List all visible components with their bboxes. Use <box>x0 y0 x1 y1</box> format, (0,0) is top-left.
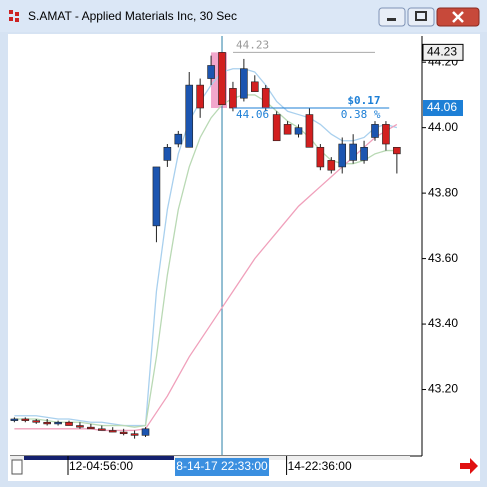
candle-body <box>87 426 95 430</box>
average-line <box>14 123 398 432</box>
candle-body <box>65 421 73 426</box>
candle-body <box>21 418 30 421</box>
scroll-thumb[interactable] <box>24 456 174 460</box>
candle-body <box>338 143 347 168</box>
candle-body <box>130 433 139 436</box>
candle-body <box>316 146 325 168</box>
y-tick-label: 43.80 <box>428 185 458 199</box>
candle-body <box>218 52 226 106</box>
low-tag: 44.06 <box>427 100 457 114</box>
candle-body <box>174 133 183 145</box>
candle-body <box>196 84 204 109</box>
candle-body <box>76 425 84 428</box>
close-button[interactable] <box>436 7 480 27</box>
y-tick-label: 43.40 <box>428 316 458 330</box>
candle-body <box>360 146 368 161</box>
percent-label: 0.38 % <box>341 108 381 121</box>
candle-body <box>229 88 237 109</box>
candle-body <box>382 124 390 145</box>
x-tick-label: 14-22:36:00 <box>288 459 352 473</box>
candle-body <box>43 421 51 425</box>
title-bar <box>0 0 487 32</box>
candle-body <box>97 428 106 431</box>
candle-body <box>207 65 215 79</box>
candle-body <box>250 81 259 92</box>
low-label: 44.06 <box>236 108 269 121</box>
y-tick-label: 43.20 <box>428 382 458 396</box>
candle-body <box>294 127 303 135</box>
app-icon <box>9 10 19 22</box>
candle-body <box>108 430 117 433</box>
min-button[interactable] <box>378 7 406 27</box>
max-button[interactable] <box>407 7 435 27</box>
candle-body <box>152 166 161 227</box>
high-label: 44.23 <box>236 38 269 51</box>
candle-body <box>305 114 314 148</box>
candle-body <box>393 146 401 155</box>
candle-body <box>272 114 281 142</box>
candle-body <box>163 146 172 161</box>
y-tick-label: 44.00 <box>428 120 458 134</box>
candle-body <box>261 88 270 109</box>
change-label: $0.17 <box>347 94 380 107</box>
x-tick-label: 12-04:56:00 <box>69 459 133 473</box>
candle-body <box>283 124 292 135</box>
candle-body <box>54 421 62 425</box>
candle-body <box>141 428 150 436</box>
average-line <box>14 68 398 427</box>
scroll-arrow[interactable] <box>460 458 478 474</box>
scroll-handle[interactable] <box>11 459 23 475</box>
crosshair-label: 8-14-17 22:33:00 <box>176 459 268 473</box>
low-tag-box <box>423 100 463 117</box>
high-tag-box <box>422 43 464 61</box>
candle-body <box>349 143 357 161</box>
candle-body <box>371 124 379 138</box>
candle-body <box>119 431 128 435</box>
high-tag: 44.23 <box>427 45 457 59</box>
crosshair-label-box <box>175 458 270 476</box>
candle-body <box>327 160 336 171</box>
candle-body <box>240 68 248 99</box>
window-title: S.AMAT - Applied Materials Inc, 30 Sec <box>28 9 237 23</box>
candle-body <box>32 420 41 423</box>
candle-body <box>185 84 194 148</box>
candle-body <box>10 418 19 421</box>
y-tick-label: 43.60 <box>428 251 458 265</box>
